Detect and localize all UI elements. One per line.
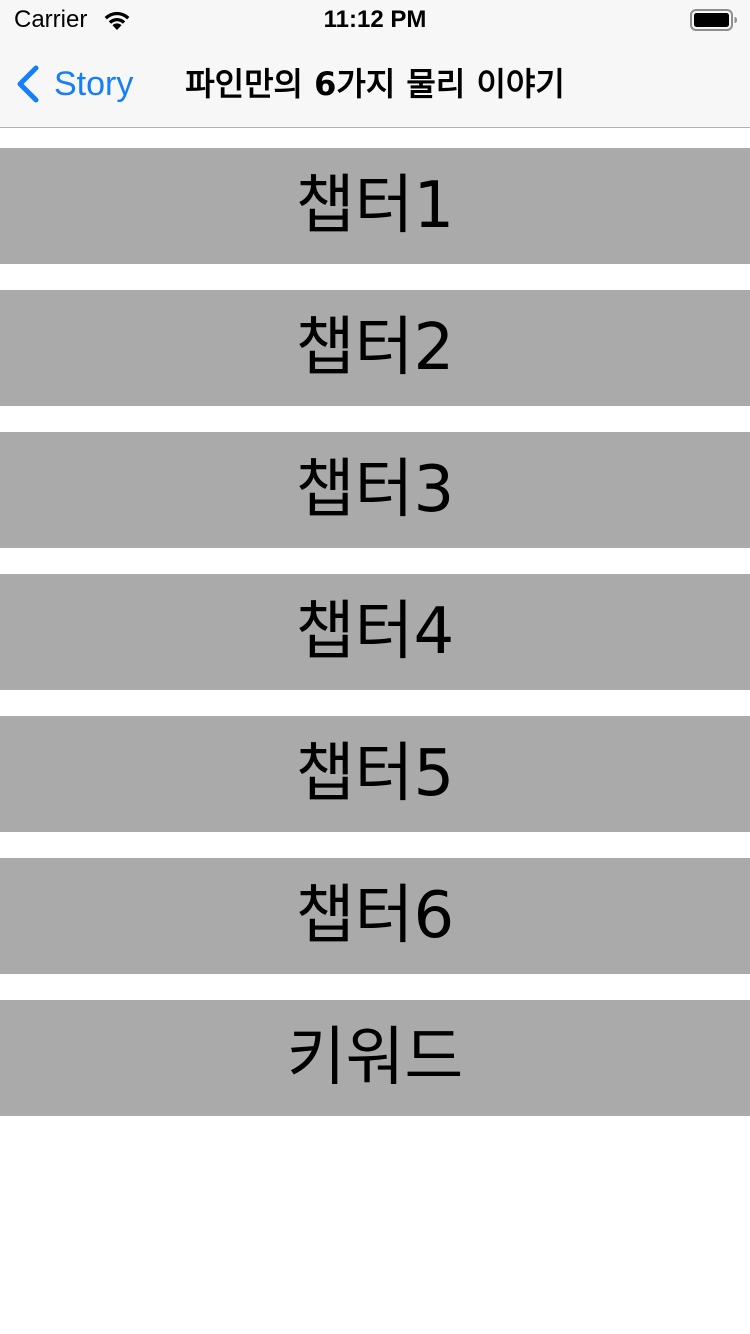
carrier-label: Carrier <box>14 6 88 33</box>
chapter-list: 챕터1 챕터2 챕터3 챕터4 챕터5 챕터6 키워드 <box>0 148 750 1142</box>
top-bar: Carrier 11:12 PM Story 파인만의 6가지 물리 이야기 <box>0 0 750 128</box>
chapter-1-button[interactable]: 챕터1 <box>0 148 750 264</box>
wifi-icon <box>104 11 130 30</box>
chapter-6-button[interactable]: 챕터6 <box>0 858 750 974</box>
navigation-bar: Story 파인만의 6가지 물리 이야기 <box>0 40 750 128</box>
battery-full-icon <box>690 9 737 31</box>
status-bar: Carrier 11:12 PM <box>0 0 750 40</box>
keyword-button[interactable]: 키워드 <box>0 1000 750 1116</box>
chapter-4-button[interactable]: 챕터4 <box>0 574 750 690</box>
chapter-2-button[interactable]: 챕터2 <box>0 290 750 406</box>
chapter-3-button[interactable]: 챕터3 <box>0 432 750 548</box>
back-button-label: Story <box>54 65 134 103</box>
status-time: 11:12 PM <box>323 6 427 33</box>
chevron-left-icon <box>17 65 39 103</box>
chapter-5-button[interactable]: 챕터5 <box>0 716 750 832</box>
back-button[interactable]: Story <box>14 40 133 128</box>
